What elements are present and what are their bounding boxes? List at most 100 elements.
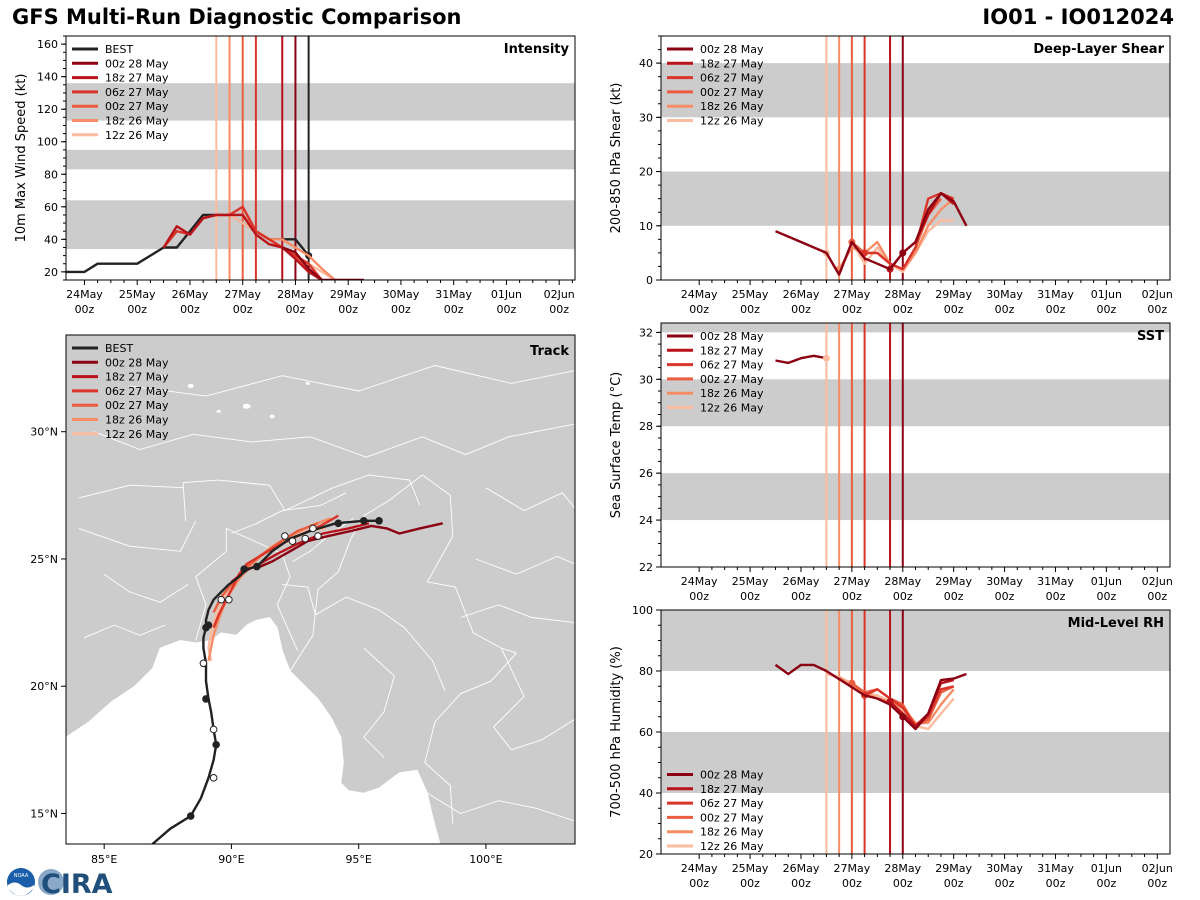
intensity-x-tick-label: 30May	[383, 288, 420, 301]
rh-x-tick-label: 00z	[842, 877, 862, 890]
track-legend-entry: 12z 26 May	[105, 428, 169, 441]
admin-boundary	[485, 487, 575, 512]
track-x-tick-label: 85°E	[91, 853, 117, 866]
best-track-point	[309, 524, 317, 533]
rh-series-00z-27-may	[851, 682, 955, 728]
best-track-point	[288, 537, 297, 545]
intensity-legend-entry: 00z 28 May	[105, 57, 169, 70]
sst-plot-area	[661, 323, 1170, 567]
intensity-y-tick-label: 100	[37, 136, 58, 149]
rh-y-axis-label: 700-500 hPa Humidity (%)	[609, 646, 624, 818]
shear-shade-band	[661, 63, 1170, 118]
rh-y-tick-label: 20	[639, 848, 653, 861]
track-line-00z-28-may	[253, 522, 443, 571]
best-track-point	[240, 565, 248, 573]
shear-x-tick-label: 00z	[842, 303, 862, 316]
admin-boundary	[129, 365, 575, 397]
main-title: GFS Multi-Run Diagnostic Comparison	[12, 5, 462, 29]
shear-x-tick-label: 00z	[893, 303, 913, 316]
best-track-point	[202, 695, 210, 703]
intensity-series-18z-27-may	[162, 213, 323, 280]
rh-series-18z-26-may	[838, 676, 955, 725]
shear-x-tick-label: 02Jun	[1142, 288, 1173, 301]
track-y-tick-label: 25°N	[30, 553, 58, 566]
globe-icon	[38, 869, 64, 895]
intensity-shade-band	[66, 149, 575, 170]
rh-legend-entry: 12z 26 May	[700, 840, 764, 853]
admin-boundary	[422, 474, 517, 654]
admin-boundary	[78, 484, 184, 499]
sst-y-tick-label: 24	[639, 514, 653, 527]
rh-x-tick-label: 00z	[995, 877, 1015, 890]
rh-x-tick-label: 01Jun	[1091, 862, 1122, 875]
intensity-x-tick-label: 00z	[549, 303, 569, 316]
best-track-point	[375, 516, 383, 525]
sst-legend-entry: 18z 27 May	[700, 344, 764, 357]
rh-x-tick-label: 00z	[1096, 877, 1116, 890]
admin-boundary	[475, 555, 575, 575]
admin-boundary	[93, 423, 575, 458]
rh-legend-entry: 00z 28 May	[700, 769, 764, 782]
intensity-y-tick-label: 140	[37, 71, 58, 84]
panel-sst: 24May 00z 25May 00z 26May 00z 27May 00z 28May 00z…	[609, 322, 1173, 603]
best-track-point	[212, 740, 220, 749]
intensity-x-tick-label: 24May	[66, 288, 103, 301]
intensity-y-tick-label: 40	[44, 233, 58, 246]
panel-rh: 24May 00z 25May 00z 26May 00z 27May 00z 28May 00z…	[609, 604, 1173, 890]
rh-y-tick-label: 40	[639, 787, 653, 800]
sst-legend-entry: 00z 28 May	[700, 330, 764, 343]
sst-y-tick-label: 26	[639, 467, 653, 480]
intensity-x-tick-label: 00z	[338, 303, 358, 316]
storm-id: IO01 - IO012024	[982, 5, 1174, 29]
best-track-point	[209, 725, 218, 734]
intensity-legend-entry: 06z 27 May	[105, 86, 169, 99]
shear-series-00z-28-may	[775, 191, 968, 276]
shear-y-tick-label: 10	[639, 220, 653, 233]
best-track-point	[199, 659, 208, 668]
intensity-y-tick-label: 160	[37, 38, 58, 51]
rh-legend-entry: 06z 27 May	[700, 797, 764, 810]
sst-legend-entry: 12z 26 May	[700, 402, 764, 415]
rh-x-tick-label: 28May	[884, 862, 921, 875]
admin-boundary	[282, 583, 347, 616]
rh-x-tick-label: 00z	[1046, 877, 1066, 890]
intensity-x-tick-label: 25May	[119, 288, 156, 301]
sst-x-tick-label: 00z	[842, 590, 862, 603]
shear-y-tick-label: 30	[639, 111, 653, 124]
intensity-x-tick-label: 00z	[497, 303, 517, 316]
sst-x-tick-label: 00z	[740, 590, 760, 603]
shear-x-tick-label: 00z	[995, 303, 1015, 316]
intensity-y-tick-label: 120	[37, 103, 58, 116]
sst-x-tick-label: 28May	[884, 575, 921, 588]
intensity-series-00z-28-may	[281, 246, 364, 280]
sst-shade-band	[661, 379, 1170, 427]
admin-boundary	[493, 647, 575, 751]
best-track-point	[186, 812, 195, 820]
intensity-x-tick-label: 00z	[444, 303, 464, 316]
track-y-tick-label: 30°N	[30, 426, 58, 439]
sst-x-tick-label: 00z	[1096, 590, 1116, 603]
intensity-x-tick-label: 00z	[75, 303, 95, 316]
sst-x-tick-label: 31May	[1037, 575, 1074, 588]
admin-boundary	[363, 647, 395, 758]
admin-boundary	[83, 624, 166, 639]
rh-legend-entry: 18z 26 May	[700, 826, 764, 839]
shear-legend-entry: 18z 26 May	[700, 100, 764, 113]
rh-x-tick-label: 00z	[740, 877, 760, 890]
intensity-x-tick-label: 29May	[330, 288, 367, 301]
intensity-legend-entry: 18z 26 May	[105, 115, 169, 128]
sst-y-tick-label: 22	[639, 561, 653, 574]
rh-x-tick-label: 00z	[689, 877, 709, 890]
intensity-x-tick-label: 31May	[435, 288, 472, 301]
track-x-tick-label: 95°E	[345, 853, 371, 866]
sst-x-tick-label: 01Jun	[1091, 575, 1122, 588]
intensity-x-tick-label: 02Jun	[544, 288, 575, 301]
rh-x-tick-label: 30May	[986, 862, 1023, 875]
shear-y-tick-label: 0	[646, 274, 653, 287]
track-legend-entry: 00z 27 May	[105, 399, 169, 412]
track-legend-entry: 06z 27 May	[105, 385, 169, 398]
best-track-point	[314, 532, 322, 540]
shear-x-tick-label: 29May	[935, 288, 972, 301]
shear-x-tick-label: 28May	[884, 288, 921, 301]
rh-x-tick-label: 00z	[944, 877, 964, 890]
